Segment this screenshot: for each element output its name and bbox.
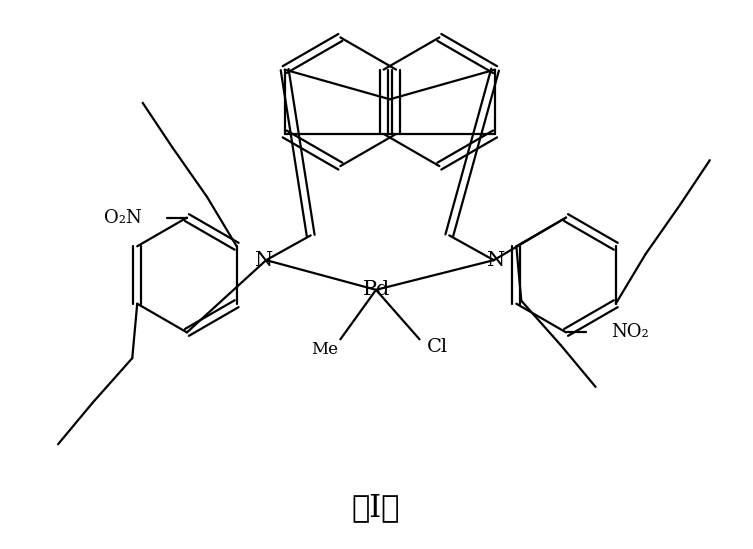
Text: O₂N: O₂N [104, 209, 142, 227]
Text: （I）: （I） [352, 492, 400, 523]
Text: Pd: Pd [362, 281, 389, 299]
Text: Cl: Cl [427, 338, 448, 356]
Text: N: N [255, 251, 273, 270]
Text: Me: Me [311, 341, 338, 358]
Text: N: N [486, 251, 505, 270]
Text: NO₂: NO₂ [611, 323, 649, 341]
